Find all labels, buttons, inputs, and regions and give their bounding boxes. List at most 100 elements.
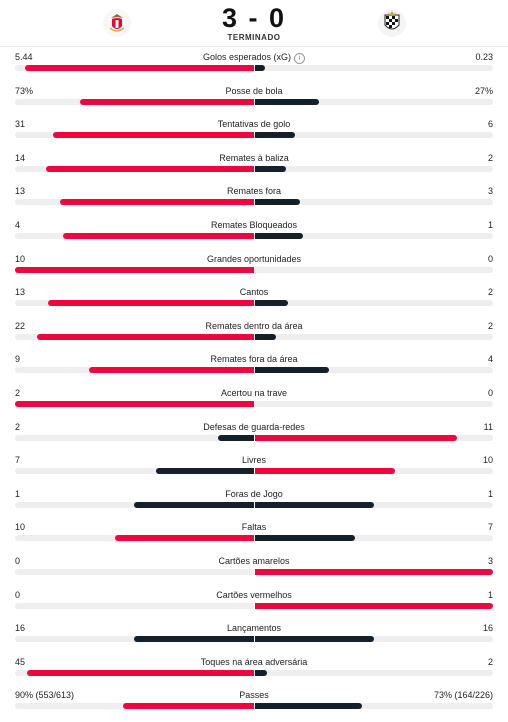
away-stat-value: 73% (164/226) xyxy=(433,690,493,701)
away-bar-fill xyxy=(255,602,493,609)
stat-label: Foras de Jogo xyxy=(0,489,508,500)
home-bar-fill xyxy=(15,400,254,407)
home-bar-track xyxy=(15,165,254,172)
home-stat-value: 7 xyxy=(15,455,21,466)
stat-row: 13 Remates fora 3 xyxy=(0,184,508,218)
stat-row: 7 Livres 10 xyxy=(0,453,508,487)
stat-label: Passes xyxy=(0,690,508,701)
stat-label: Faltas xyxy=(0,522,508,533)
stat-label: Tentativas de golo xyxy=(0,119,508,130)
away-bar-fill xyxy=(255,65,265,71)
home-stat-value: 2 xyxy=(15,387,21,398)
home-bar-track xyxy=(15,300,254,307)
away-bar-track xyxy=(255,669,493,676)
home-bar-fill xyxy=(15,266,254,273)
header-divider xyxy=(0,46,508,47)
stat-label: Livres xyxy=(0,455,508,466)
home-stat-value: 10 xyxy=(15,522,26,533)
away-stat-value: 10 xyxy=(482,455,493,466)
home-bar-track xyxy=(15,132,254,139)
stat-label-text: Cartões vermelhos xyxy=(216,589,292,600)
stat-label-text: Livres xyxy=(241,455,266,466)
stat-row: 16 Lançamentos 16 xyxy=(0,621,508,655)
stat-label-text: Remates fora xyxy=(226,186,282,197)
away-bar-track xyxy=(255,98,493,105)
stat-label: Remates fora da área xyxy=(0,354,508,365)
away-bar-track xyxy=(255,535,493,542)
away-stat-value: 3 xyxy=(487,186,493,197)
home-stat-value: 14 xyxy=(15,152,26,163)
stat-label-text: Foras de Jogo xyxy=(225,488,283,499)
home-bar-fill xyxy=(89,367,254,374)
away-bar-fill xyxy=(255,165,286,172)
home-bar-track xyxy=(15,98,254,105)
home-bar-fill xyxy=(25,65,254,71)
home-bar-track xyxy=(15,232,254,239)
home-bar-track xyxy=(15,669,254,676)
away-bar-track xyxy=(255,468,493,475)
home-stat-value: 0 xyxy=(15,589,21,600)
away-bar-track xyxy=(255,501,493,508)
home-stat-value: 45 xyxy=(15,656,26,667)
stat-label-text: Posse de bola xyxy=(225,85,283,96)
home-stat-value: 13 xyxy=(15,287,26,298)
stat-label-text: Toques na área adversária xyxy=(200,656,308,667)
home-bar-track xyxy=(15,266,254,273)
home-bar-track xyxy=(15,400,254,407)
stat-row: 1 Foras de Jogo 1 xyxy=(0,487,508,521)
home-bar-fill xyxy=(123,703,254,710)
away-stat-value: 1 xyxy=(487,589,493,600)
home-stat-value: 73% xyxy=(15,85,34,96)
away-bar-track xyxy=(255,165,493,172)
home-stat-value: 2 xyxy=(15,421,21,432)
away-stat-value: 2 xyxy=(487,656,493,667)
score-separator: - xyxy=(248,3,260,33)
stat-label-text: Remates à baliza xyxy=(219,152,289,163)
stat-label-text: Remates Bloqueados xyxy=(210,219,298,230)
info-icon[interactable]: i xyxy=(294,53,306,64)
home-bar-fill xyxy=(48,300,254,307)
home-bar-track xyxy=(15,199,254,206)
stat-row: 13 Cantos 2 xyxy=(0,285,508,319)
stat-label: Remates fora xyxy=(0,186,508,197)
stat-label: Lançamentos xyxy=(0,623,508,634)
home-bar-track xyxy=(15,434,254,441)
benfica-crest-icon[interactable] xyxy=(102,8,132,38)
home-bar-track xyxy=(15,703,254,710)
home-bar-track xyxy=(15,333,254,340)
stat-row: 31 Tentativas de golo 6 xyxy=(0,117,508,151)
stat-label-text: Acertou na trave xyxy=(220,387,288,398)
stat-label-text: Passes xyxy=(239,690,269,701)
stat-row: 10 Grandes oportunidades 0 xyxy=(0,252,508,286)
away-stat-value: 16 xyxy=(482,623,493,634)
scoreline: 3 - 0 xyxy=(0,3,508,34)
home-bar-fill xyxy=(218,434,254,441)
away-bar-track xyxy=(255,333,493,340)
stat-label: Grandes oportunidades xyxy=(0,254,508,265)
stat-label: Cartões vermelhos xyxy=(0,590,508,601)
away-bar-fill xyxy=(255,333,276,340)
stat-label-text: Remates dentro da área xyxy=(205,320,303,331)
home-bar-fill xyxy=(156,468,254,475)
boavista-crest-icon[interactable] xyxy=(377,8,407,38)
stat-row: 4 Remates Bloqueados 1 xyxy=(0,218,508,252)
away-stat-value: 2 xyxy=(487,287,493,298)
away-bar-track xyxy=(255,602,493,609)
away-stat-value: 0.23 xyxy=(475,52,493,62)
stat-label-text: Faltas xyxy=(241,522,267,533)
stat-label-text: Defesas de guarda-redes xyxy=(203,421,305,432)
stat-label: Defesas de guarda-redes xyxy=(0,422,508,433)
stat-label-text: Grandes oportunidades xyxy=(206,253,302,264)
stat-label: Remates dentro da área xyxy=(0,321,508,332)
away-bar-track xyxy=(255,232,493,239)
stat-row: 73% Posse de bola 27% xyxy=(0,84,508,118)
away-bar-track xyxy=(255,703,493,710)
home-bar-track xyxy=(15,602,254,609)
stat-label: Remates à baliza xyxy=(0,153,508,164)
home-bar-track xyxy=(15,568,254,575)
away-stat-value: 4 xyxy=(487,354,493,365)
home-bar-track xyxy=(15,65,254,71)
stat-label: Acertou na trave xyxy=(0,388,508,399)
stat-row: 0 Cartões amarelos 3 xyxy=(0,554,508,588)
home-bar-track xyxy=(15,535,254,542)
